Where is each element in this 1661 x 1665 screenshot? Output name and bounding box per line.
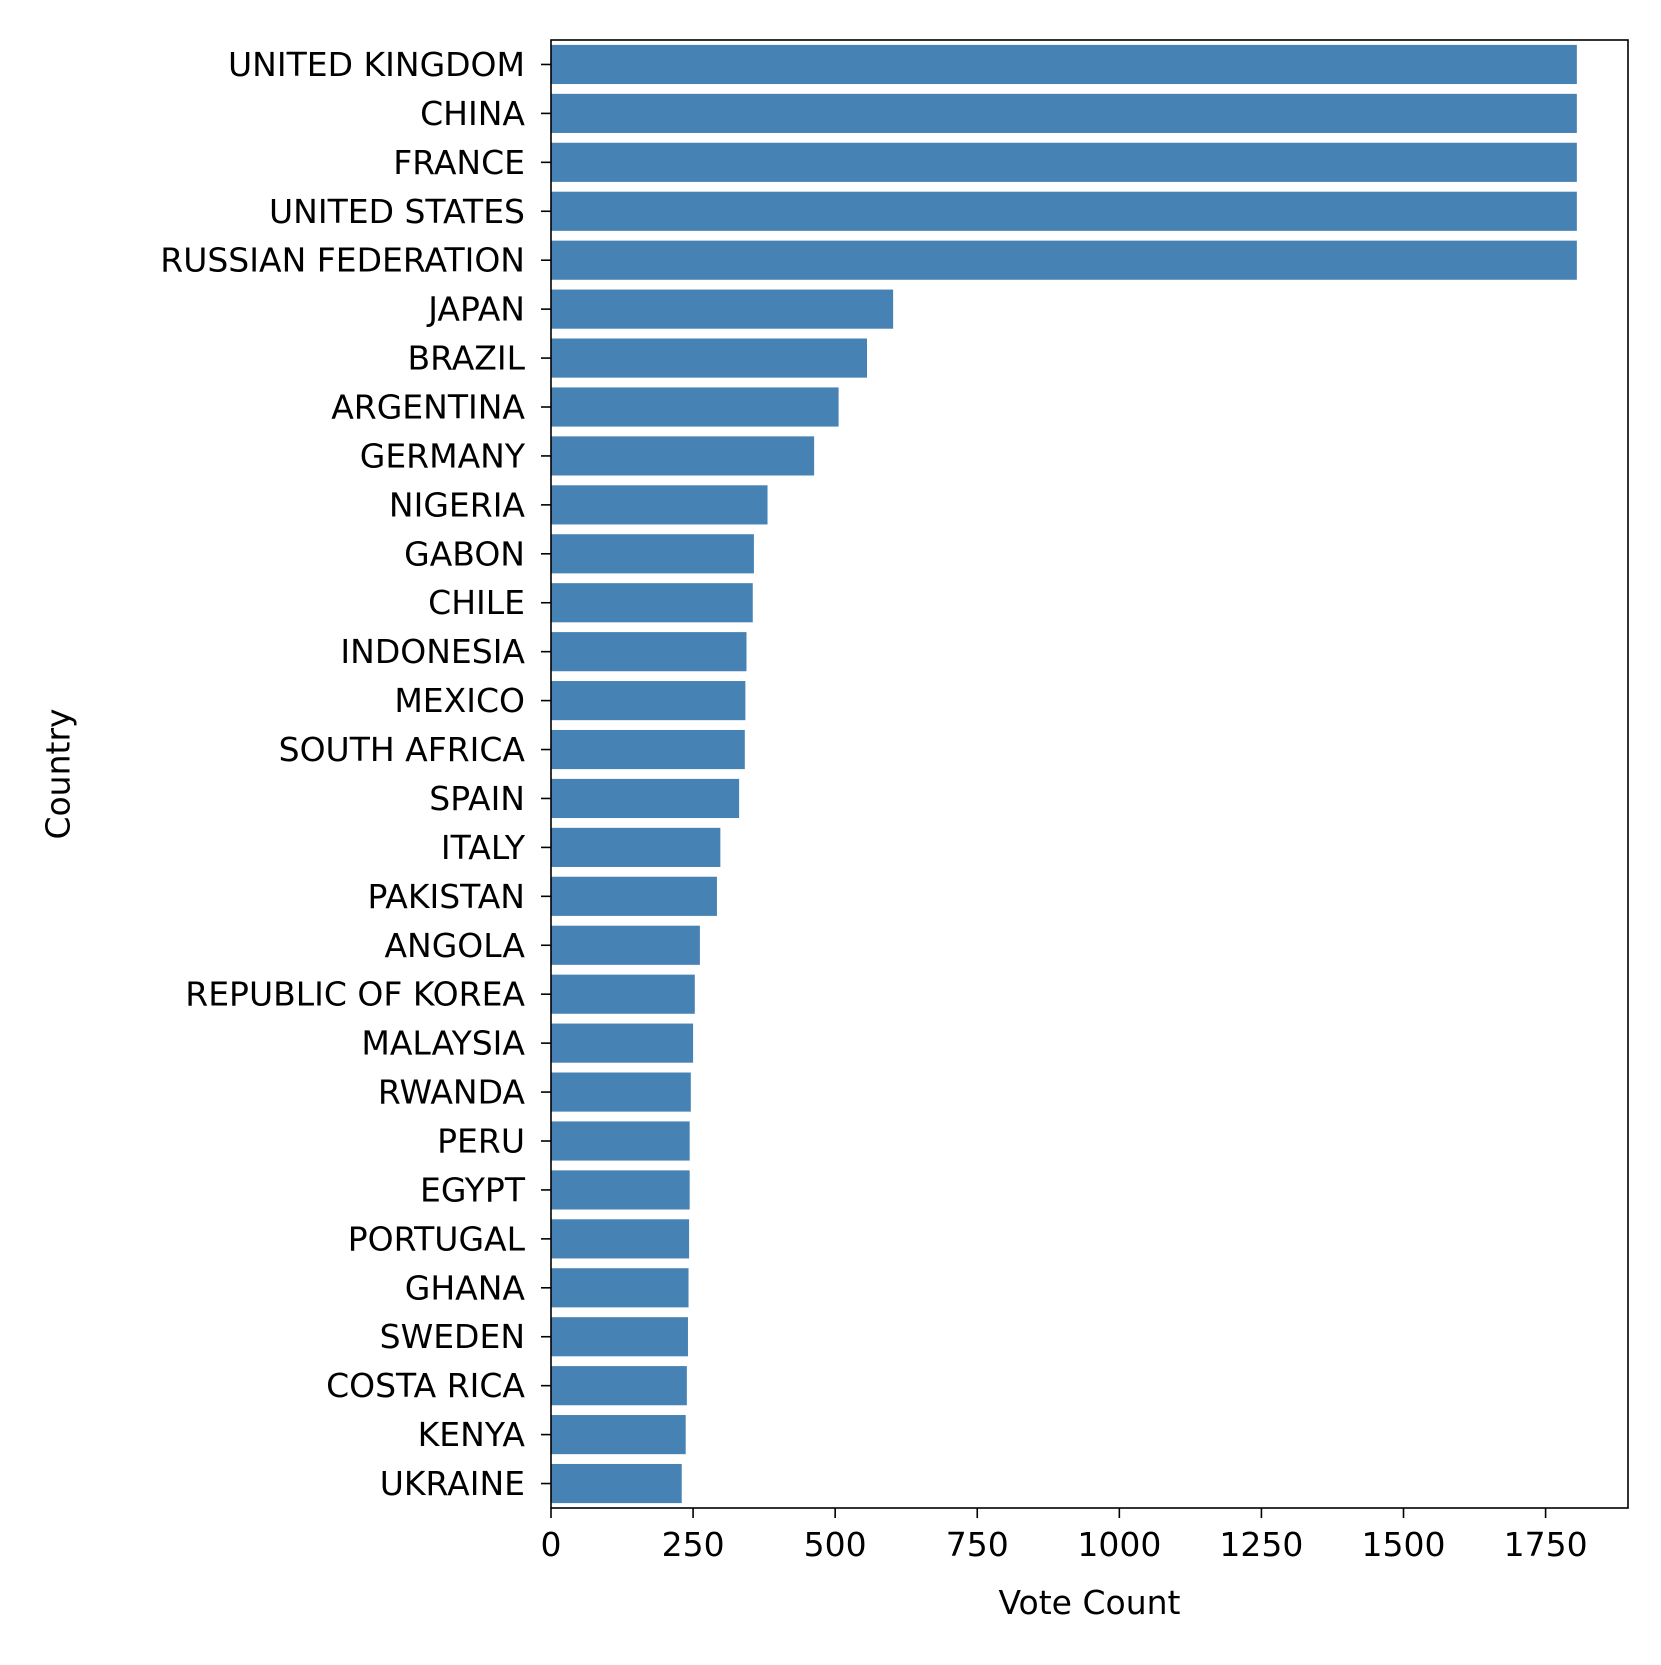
bar (551, 778, 740, 819)
bar (551, 1415, 686, 1455)
bar (551, 387, 839, 427)
bar (551, 191, 1577, 231)
bar (551, 1219, 690, 1259)
y-tick-label: PERU (437, 1122, 525, 1161)
y-tick-label: UKRAINE (380, 1464, 525, 1503)
y-tick-label: ARGENTINA (331, 388, 525, 427)
y-tick-label: CHINA (420, 94, 525, 133)
bar (551, 44, 1577, 85)
bar (551, 1366, 687, 1406)
bar (551, 534, 754, 574)
bar (551, 240, 1577, 280)
x-tick-label: 1000 (1077, 1525, 1161, 1564)
bar (551, 289, 894, 329)
y-tick-label: JAPAN (426, 290, 525, 329)
bar (551, 142, 1577, 182)
x-axis-label: Vote Count (999, 1583, 1181, 1622)
x-tick-label: 750 (946, 1525, 1009, 1564)
x-tick-label: 1750 (1504, 1525, 1588, 1564)
y-tick-label: COSTA RICA (326, 1366, 525, 1405)
y-tick-label: GHANA (405, 1268, 526, 1307)
y-tick-label: MEXICO (394, 681, 525, 720)
axes-frame (550, 39, 1629, 1509)
bar (551, 632, 747, 672)
y-tick-label: RWANDA (378, 1073, 526, 1112)
bars-group (551, 44, 1577, 1504)
bar (551, 436, 815, 476)
y-tick-label: KENYA (418, 1415, 526, 1454)
bar (551, 925, 700, 965)
bar (551, 583, 753, 623)
y-tick-label: GABON (404, 534, 525, 573)
x-tick-label: 500 (804, 1525, 867, 1564)
bar (551, 1072, 691, 1112)
y-tick-label: INDONESIA (340, 632, 525, 671)
y-tick-label: MALAYSIA (361, 1024, 525, 1063)
y-tick-label: NIGERIA (389, 485, 526, 524)
bar (551, 974, 695, 1014)
x-tick-label: 0 (541, 1525, 562, 1564)
x-tick-label: 1500 (1362, 1525, 1446, 1564)
bar (551, 681, 746, 721)
bar (551, 1317, 688, 1357)
y-tick-label: SWEDEN (380, 1317, 525, 1356)
y-tick-label: FRANCE (393, 143, 525, 182)
y-axis-ticks: UNITED KINGDOM CHINA FRANCE UNITED STATES RU… (160, 45, 551, 1503)
y-tick-label: ANGOLA (384, 926, 525, 965)
bar (551, 729, 745, 770)
y-tick-label: REPUBLIC OF KOREA (185, 975, 525, 1014)
x-tick-label: 1250 (1219, 1525, 1303, 1564)
y-tick-label: SOUTH AFRICA (279, 730, 526, 769)
y-tick-label: RUSSIAN FEDERATION (160, 241, 525, 280)
bar (551, 1121, 690, 1161)
bar (551, 876, 717, 916)
bar (551, 1023, 694, 1063)
bar (551, 93, 1577, 133)
bar (551, 338, 867, 378)
y-tick-label: PAKISTAN (367, 877, 525, 916)
y-tick-label: UNITED STATES (269, 192, 525, 231)
x-tick-label: 250 (662, 1525, 725, 1564)
y-axis-label: Country (39, 708, 78, 839)
y-tick-label: GERMANY (360, 436, 526, 475)
y-tick-label: BRAZIL (407, 339, 525, 378)
bar (551, 1268, 689, 1308)
y-tick-label: UNITED KINGDOM (228, 45, 525, 84)
bar (551, 485, 768, 525)
y-tick-label: SPAIN (429, 779, 525, 818)
y-tick-label: CHILE (428, 583, 525, 622)
y-tick-label: ITALY (441, 828, 526, 867)
bar (551, 1170, 690, 1210)
bar (551, 1463, 682, 1504)
y-tick-label: EGYPT (420, 1170, 526, 1209)
y-tick-label: PORTUGAL (348, 1219, 526, 1258)
x-axis-ticks: 0 250 500 750 1000 1250 1500 1750 (541, 1508, 1588, 1564)
bar (551, 827, 721, 867)
